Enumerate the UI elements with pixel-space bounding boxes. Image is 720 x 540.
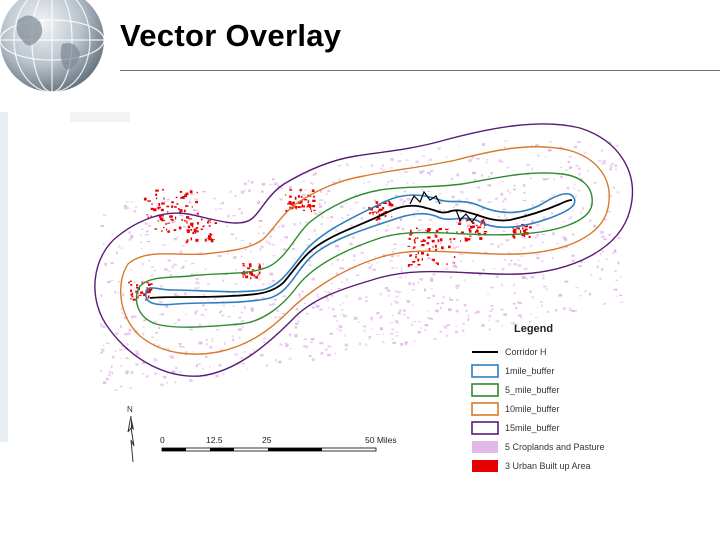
buffer-5mile xyxy=(135,172,593,328)
corridor-h-line xyxy=(149,199,573,299)
legend-swatch xyxy=(471,421,499,435)
legend-label: 15mile_buffer xyxy=(505,423,559,433)
legend-title: Legend xyxy=(514,323,553,335)
buffer-1mile xyxy=(145,192,576,306)
scale-tick-label: 0 xyxy=(160,435,165,445)
scale-bar: 0 12.5 25 50 Miles xyxy=(160,435,397,452)
map-legend: Legend Corridor H 1mile_buffer 5_mile_buff… xyxy=(471,323,605,472)
legend-label: 3 Urban Built up Area xyxy=(505,461,591,471)
legend-swatch xyxy=(471,383,499,397)
legend-swatch xyxy=(472,441,498,453)
scale-bar-segment xyxy=(268,448,322,451)
legend-swatch xyxy=(471,402,499,416)
legend-label: 5_mile_buffer xyxy=(505,385,559,395)
corridor-h-detail xyxy=(409,190,479,223)
globe-logo xyxy=(0,0,105,93)
north-label: N xyxy=(127,405,133,414)
buffer-10mile xyxy=(120,146,610,355)
scale-tick-label: 25 xyxy=(262,435,272,445)
title-underline xyxy=(120,70,720,71)
legend-label: 1mile_buffer xyxy=(505,366,554,376)
map-frame-top xyxy=(70,112,130,122)
scale-bar-segment xyxy=(162,448,186,451)
legend-label: 10mile_buffer xyxy=(505,404,559,414)
urban-layer xyxy=(128,188,532,301)
cropland-layer xyxy=(100,140,624,391)
buffer-15mile xyxy=(94,123,634,377)
legend-swatch xyxy=(471,364,499,378)
scale-tick-label: 12.5 xyxy=(206,435,223,445)
scale-bar-segment xyxy=(210,448,234,451)
scale-tick-label: 50 Miles xyxy=(365,435,397,445)
slide-title: Vector Overlay xyxy=(120,18,342,53)
north-arrow: N xyxy=(127,405,135,463)
legend-label: Corridor H xyxy=(505,347,547,357)
side-shadow xyxy=(0,112,8,442)
legend-swatch xyxy=(472,460,498,472)
legend-label: 5 Croplands and Pasture xyxy=(505,442,605,452)
